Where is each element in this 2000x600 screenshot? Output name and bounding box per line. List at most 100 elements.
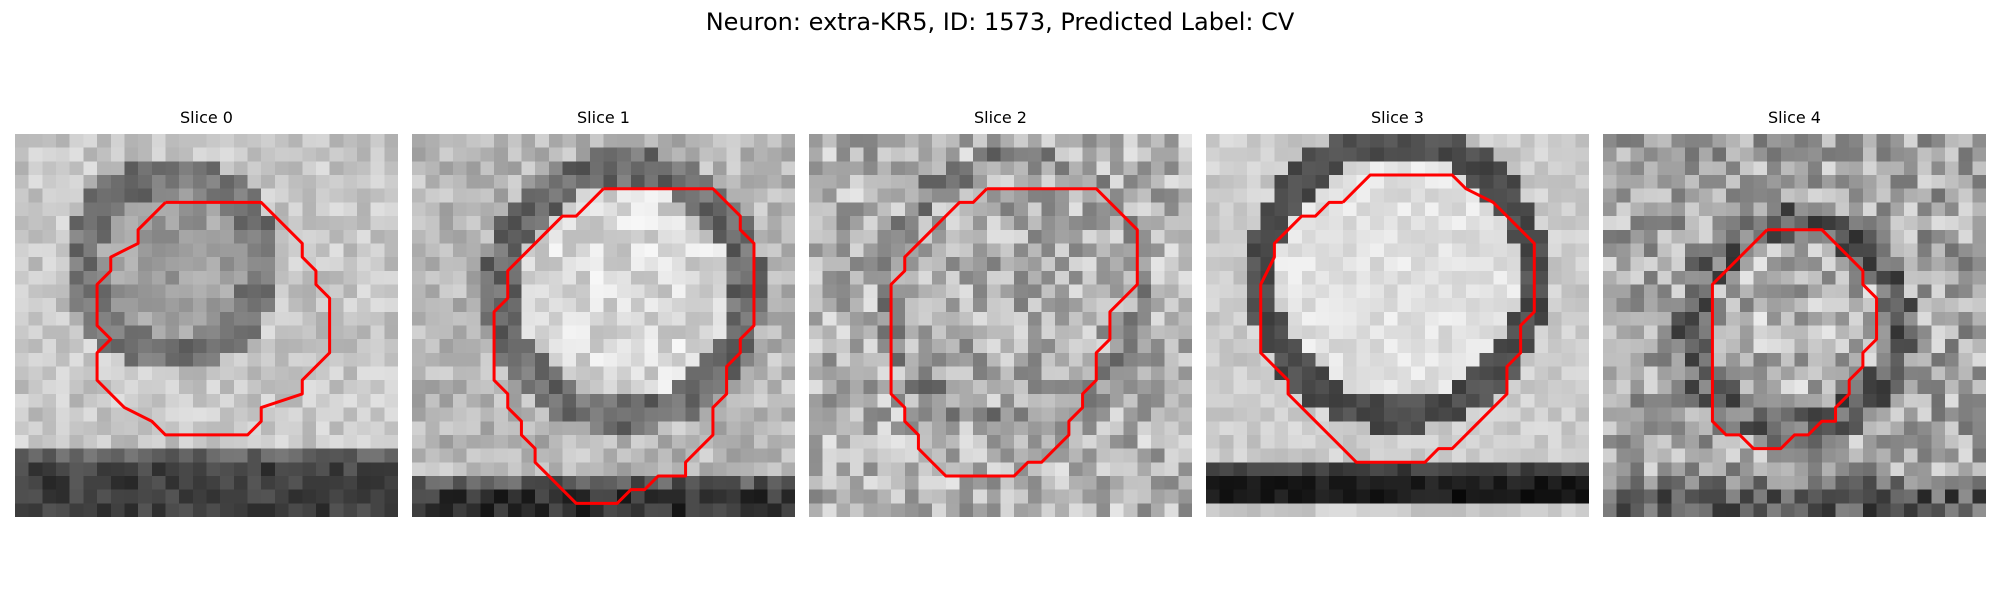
- pixel: [1644, 407, 1658, 422]
- pixel: [439, 393, 454, 408]
- pixel: [740, 339, 755, 354]
- pixel: [548, 147, 563, 162]
- pixel: [1082, 366, 1097, 381]
- pixel: [220, 202, 235, 217]
- pixel: [1931, 147, 1946, 162]
- pixel: [425, 421, 440, 436]
- pixel: [1575, 161, 1589, 176]
- pixel: [151, 462, 166, 477]
- pixel: [617, 188, 632, 203]
- pixel: [822, 229, 837, 244]
- pixel: [1055, 243, 1070, 258]
- pixel: [1247, 475, 1261, 490]
- pixel: [603, 202, 618, 217]
- pixel: [1329, 366, 1344, 381]
- pixel: [439, 421, 454, 436]
- pixel: [56, 229, 70, 244]
- pixel: [466, 229, 481, 244]
- pixel: [1288, 503, 1303, 517]
- pixel: [1657, 407, 1672, 422]
- pixel: [206, 462, 221, 477]
- pixel: [15, 380, 29, 395]
- pixel: [589, 366, 604, 381]
- pixel: [781, 161, 795, 176]
- pixel: [658, 229, 673, 244]
- pixel: [548, 339, 563, 354]
- pixel: [439, 298, 454, 313]
- pixel: [1164, 243, 1179, 258]
- pixel: [836, 257, 851, 272]
- pixel: [877, 339, 892, 354]
- pixel: [412, 421, 426, 436]
- pixel: [28, 421, 43, 436]
- pixel: [425, 434, 440, 449]
- pixel: [1411, 475, 1426, 490]
- pixel: [356, 380, 371, 395]
- pixel: [1206, 393, 1220, 408]
- pixel: [1260, 229, 1275, 244]
- pixel: [891, 298, 906, 313]
- pixel: [1630, 462, 1645, 477]
- pixel: [1657, 229, 1672, 244]
- pixel: [1972, 147, 1986, 162]
- pixel: [603, 434, 618, 449]
- pixel: [726, 134, 741, 148]
- pixel: [740, 352, 755, 367]
- pixel: [1178, 188, 1192, 203]
- pixel: [1329, 311, 1344, 326]
- pixel: [1944, 284, 1959, 299]
- pixel: [1082, 352, 1097, 367]
- pixel: [384, 270, 398, 285]
- pixel: [1315, 229, 1330, 244]
- pixel: [1794, 339, 1809, 354]
- pixel: [97, 448, 112, 463]
- pixel: [1465, 311, 1480, 326]
- pixel: [1452, 421, 1467, 436]
- pixel: [1547, 311, 1562, 326]
- pixel: [1411, 134, 1426, 148]
- pixel: [1685, 243, 1700, 258]
- pixel: [1109, 257, 1124, 272]
- pixel: [151, 134, 166, 148]
- pixel: [1547, 202, 1562, 217]
- pixel: [315, 393, 330, 408]
- pixel: [589, 161, 604, 176]
- pixel: [1698, 462, 1713, 477]
- pixel: [1726, 448, 1741, 463]
- pixel: [329, 489, 344, 504]
- pixel: [699, 243, 714, 258]
- pixel: [261, 352, 276, 367]
- pixel: [699, 147, 714, 162]
- pixel: [15, 475, 29, 490]
- pixel: [220, 393, 235, 408]
- pixel: [1383, 421, 1398, 436]
- pixel: [1712, 202, 1727, 217]
- pixel: [767, 393, 782, 408]
- pixel: [671, 298, 686, 313]
- pixel: [1356, 134, 1371, 148]
- pixel: [179, 270, 194, 285]
- pixel: [206, 352, 221, 367]
- pixel: [671, 243, 686, 258]
- pixel: [1561, 325, 1576, 340]
- pixel: [671, 284, 686, 299]
- pixel: [1780, 380, 1795, 395]
- pixel: [1726, 475, 1741, 490]
- pixel: [1890, 311, 1905, 326]
- pixel: [56, 134, 70, 148]
- pixel: [1698, 270, 1713, 285]
- pixel: [712, 147, 727, 162]
- pixel: [712, 202, 727, 217]
- pixel: [1233, 216, 1248, 231]
- pixel: [877, 489, 892, 504]
- pixel: [1150, 257, 1165, 272]
- pixel: [356, 407, 371, 422]
- pixel: [1876, 243, 1891, 258]
- pixel: [822, 380, 837, 395]
- pixel: [1890, 393, 1905, 408]
- pixel: [329, 161, 344, 176]
- pixel: [1123, 243, 1138, 258]
- pixel: [1821, 134, 1836, 148]
- pixel: [562, 229, 577, 244]
- pixel: [781, 462, 795, 477]
